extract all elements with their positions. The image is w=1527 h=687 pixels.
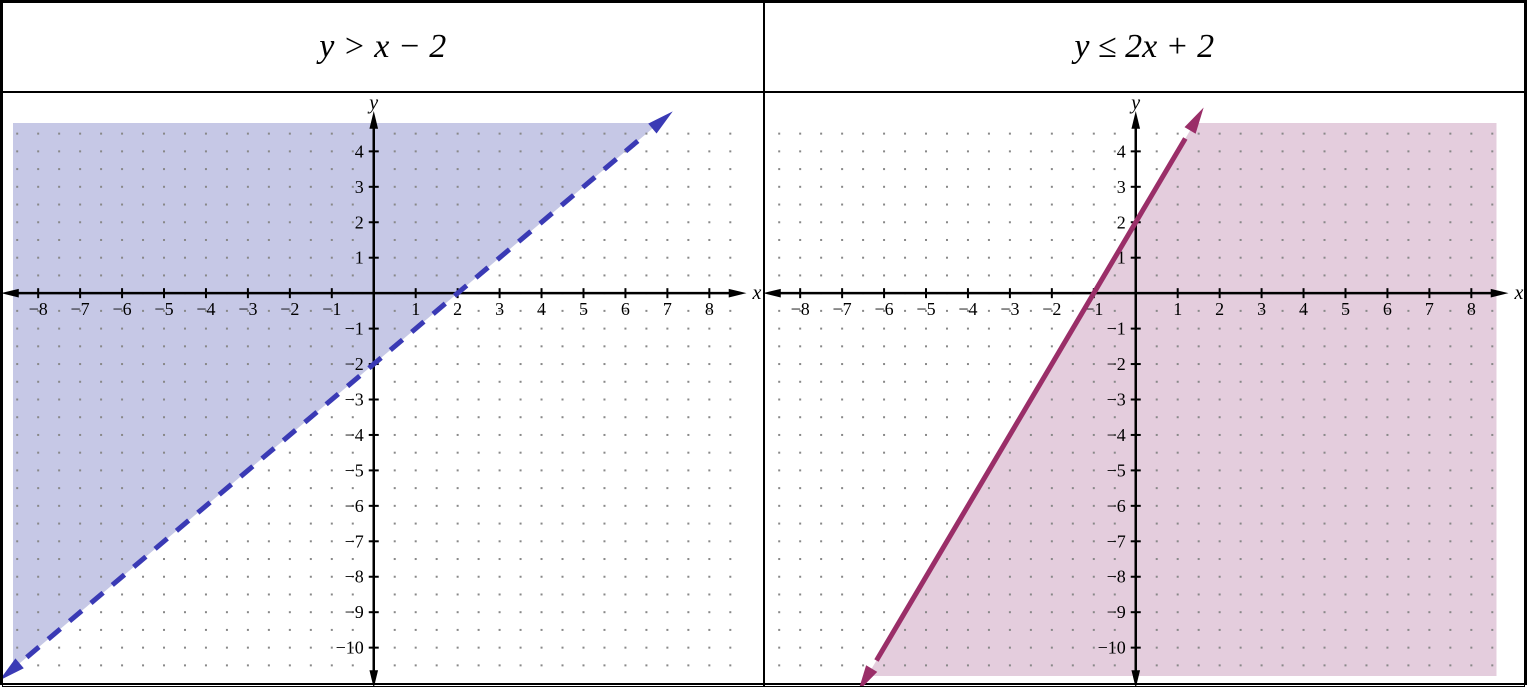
graph-right: −8−7−6−5−4−3−2−1123456781234−1−2−3−4−5−6… — [764, 92, 1526, 687]
svg-text:−6: −6 — [345, 496, 364, 516]
svg-text:−4: −4 — [1106, 425, 1125, 445]
svg-text:7: 7 — [1424, 299, 1433, 319]
svg-text:−8: −8 — [1106, 567, 1125, 587]
svg-text:2: 2 — [1215, 299, 1224, 319]
svg-text:−2: −2 — [1042, 299, 1061, 319]
svg-text:4: 4 — [1116, 141, 1125, 161]
svg-text:8: 8 — [1466, 299, 1475, 319]
svg-text:4: 4 — [1299, 299, 1308, 319]
svg-text:−8: −8 — [345, 567, 364, 587]
svg-text:−5: −5 — [1106, 460, 1125, 480]
graph-left: −8 −7 −6 −5 −4 −3 −2 −1 1 2 3 4 5 6 7 8 1 2 3 4 −1 −2 −3 −4 −5 −6… — [2, 92, 764, 687]
svg-text:−8: −8 — [29, 299, 48, 319]
svg-text:−5: −5 — [916, 299, 935, 319]
svg-text:−3: −3 — [238, 299, 257, 319]
svg-text:3: 3 — [1116, 177, 1125, 197]
svg-text:−8: −8 — [790, 299, 809, 319]
svg-text:6: 6 — [621, 299, 630, 319]
svg-text:−5: −5 — [154, 299, 173, 319]
svg-text:3: 3 — [355, 177, 364, 197]
svg-text:−6: −6 — [874, 299, 893, 319]
svg-text:4: 4 — [537, 299, 546, 319]
svg-text:−4: −4 — [196, 299, 215, 319]
svg-text:−1: −1 — [1106, 319, 1125, 339]
svg-text:−7: −7 — [71, 299, 90, 319]
svg-text:−1: −1 — [345, 319, 364, 339]
svg-text:−9: −9 — [345, 602, 364, 622]
svg-text:−10: −10 — [336, 638, 364, 658]
svg-text:−4: −4 — [345, 425, 364, 445]
svg-text:−6: −6 — [112, 299, 131, 319]
svg-text:4: 4 — [355, 141, 364, 161]
svg-text:3: 3 — [495, 299, 504, 319]
svg-text:−7: −7 — [1106, 531, 1125, 551]
svg-text:−2: −2 — [280, 299, 299, 319]
svg-text:2: 2 — [355, 212, 364, 232]
svg-text:1: 1 — [411, 299, 420, 319]
svg-text:−7: −7 — [832, 299, 851, 319]
svg-text:8: 8 — [705, 299, 714, 319]
svg-text:−6: −6 — [1106, 496, 1125, 516]
svg-text:−3: −3 — [1000, 299, 1019, 319]
inequality-1-label: y > x − 2 — [319, 28, 446, 66]
svg-text:−5: −5 — [345, 460, 364, 480]
svg-text:−3: −3 — [345, 390, 364, 410]
svg-text:x: x — [752, 282, 762, 304]
inequality-graphs-table: y > x − 2 y ≤ 2x + 2 −8 −7 −6 −5 −4 −3 −2 −1 1 2 3… — [0, 0, 1527, 685]
title-left: y > x − 2 — [2, 2, 764, 92]
svg-text:−10: −10 — [1097, 638, 1125, 658]
svg-text:1: 1 — [355, 248, 364, 268]
svg-text:−3: −3 — [1106, 390, 1125, 410]
svg-text:2: 2 — [453, 299, 462, 319]
svg-text:5: 5 — [1340, 299, 1349, 319]
svg-text:5: 5 — [579, 299, 588, 319]
svg-text:7: 7 — [663, 299, 672, 319]
inequality-2-label: y ≤ 2x + 2 — [1074, 28, 1214, 66]
svg-text:−7: −7 — [345, 531, 364, 551]
svg-text:−2: −2 — [345, 354, 364, 374]
svg-text:−1: −1 — [322, 299, 341, 319]
svg-text:x: x — [1513, 282, 1523, 304]
svg-text:2: 2 — [1116, 212, 1125, 232]
svg-text:−4: −4 — [958, 299, 977, 319]
svg-text:3: 3 — [1257, 299, 1266, 319]
svg-text:−9: −9 — [1106, 602, 1125, 622]
svg-text:y: y — [1129, 93, 1140, 114]
title-right: y ≤ 2x + 2 — [764, 2, 1526, 92]
svg-text:1: 1 — [1173, 299, 1182, 319]
svg-text:6: 6 — [1382, 299, 1391, 319]
svg-text:−2: −2 — [1106, 354, 1125, 374]
svg-text:y: y — [367, 93, 378, 114]
